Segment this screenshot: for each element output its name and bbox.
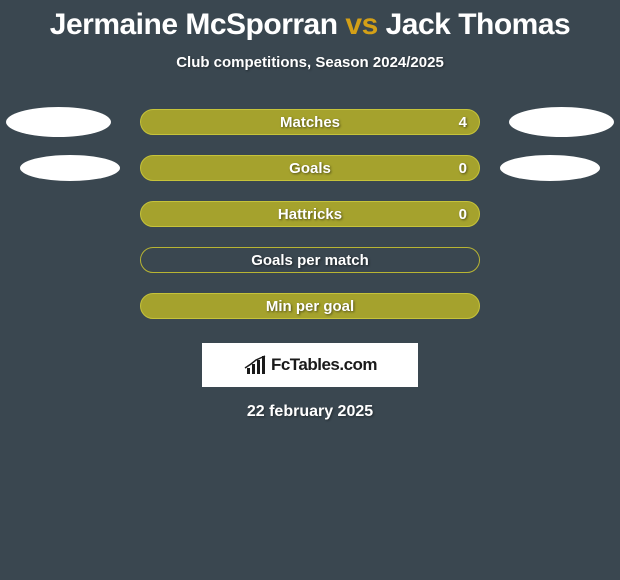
stat-row: Goals 0 bbox=[0, 145, 620, 191]
stat-bar: Matches 4 bbox=[140, 109, 480, 135]
left-ellipse bbox=[6, 107, 111, 137]
right-ellipse bbox=[509, 107, 614, 137]
left-ellipse bbox=[20, 155, 120, 181]
stat-bar: Goals 0 bbox=[140, 155, 480, 181]
stat-label: Hattricks bbox=[278, 206, 342, 223]
stat-row: Min per goal bbox=[0, 283, 620, 329]
title: Jermaine McSporran vs Jack Thomas bbox=[0, 8, 620, 42]
logo: FcTables.com bbox=[243, 354, 377, 376]
stat-bar: Hattricks 0 bbox=[140, 201, 480, 227]
comparison-card: Jermaine McSporran vs Jack Thomas Club c… bbox=[0, 0, 620, 421]
stat-label: Matches bbox=[280, 114, 340, 131]
stat-label: Goals bbox=[289, 160, 331, 177]
stat-value: 0 bbox=[459, 160, 467, 177]
chart-icon bbox=[243, 354, 269, 376]
stat-row: Hattricks 0 bbox=[0, 191, 620, 237]
right-ellipse bbox=[500, 155, 600, 181]
stat-value: 0 bbox=[459, 206, 467, 223]
vs-text: vs bbox=[345, 8, 377, 41]
stat-row: Goals per match bbox=[0, 237, 620, 283]
stat-bar: Min per goal bbox=[140, 293, 480, 319]
stat-value: 4 bbox=[459, 114, 467, 131]
stat-bar: Goals per match bbox=[140, 247, 480, 273]
subtitle: Club competitions, Season 2024/2025 bbox=[0, 54, 620, 71]
logo-text: FcTables.com bbox=[271, 355, 377, 375]
stat-row: Matches 4 bbox=[0, 99, 620, 145]
stat-label: Goals per match bbox=[251, 252, 369, 269]
logo-box: FcTables.com bbox=[202, 343, 418, 387]
stat-label: Min per goal bbox=[266, 298, 354, 315]
date-text: 22 february 2025 bbox=[0, 403, 620, 421]
stats-rows: Matches 4 Goals 0 Hattricks 0 Goals per … bbox=[0, 99, 620, 329]
player1-name: Jermaine McSporran bbox=[50, 8, 338, 41]
player2-name: Jack Thomas bbox=[386, 8, 571, 41]
